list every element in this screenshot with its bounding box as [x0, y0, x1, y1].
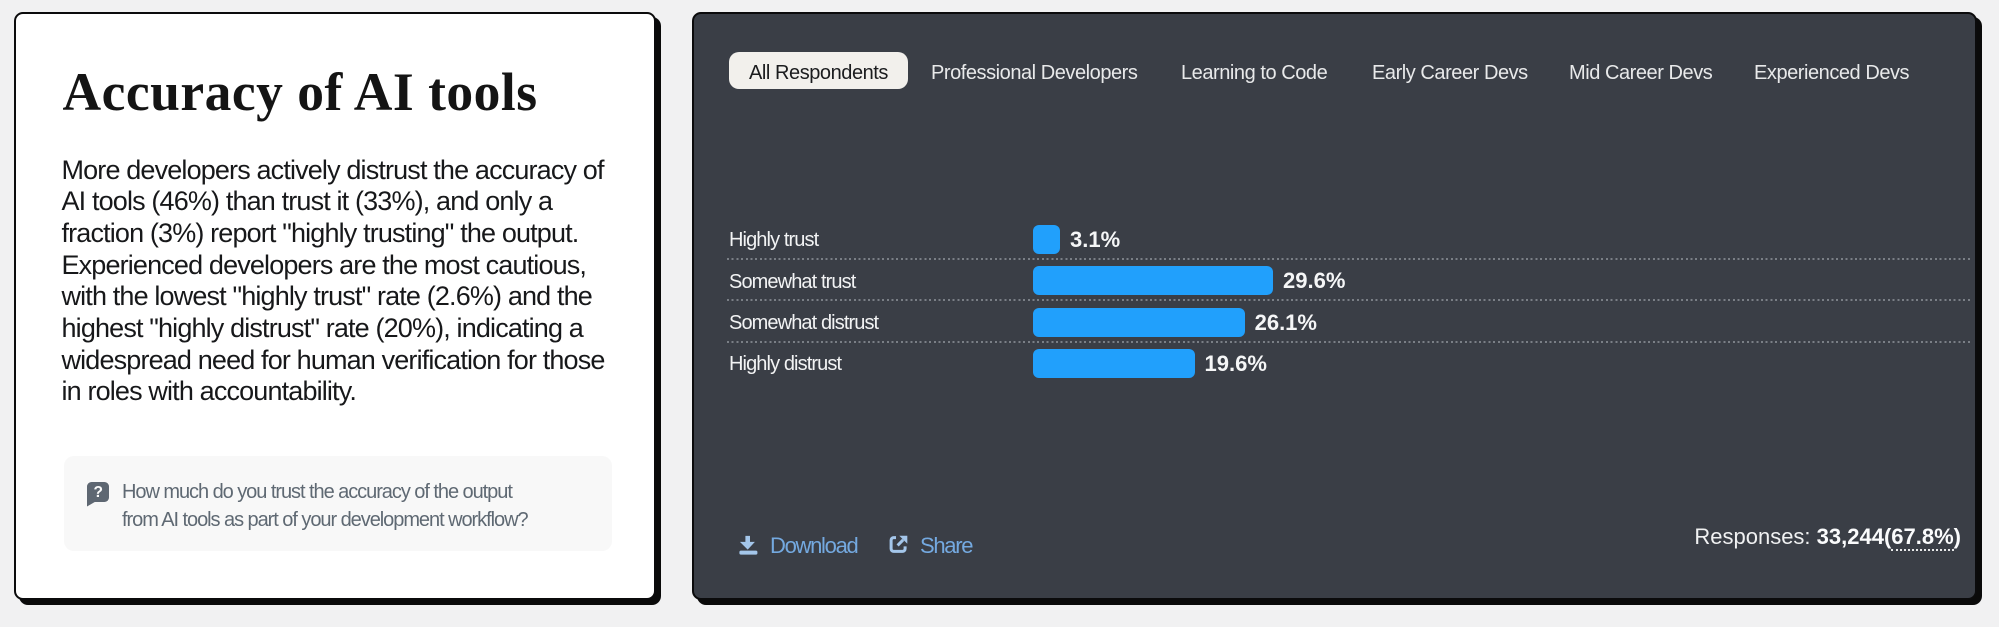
svg-text:?: ? — [93, 484, 102, 501]
